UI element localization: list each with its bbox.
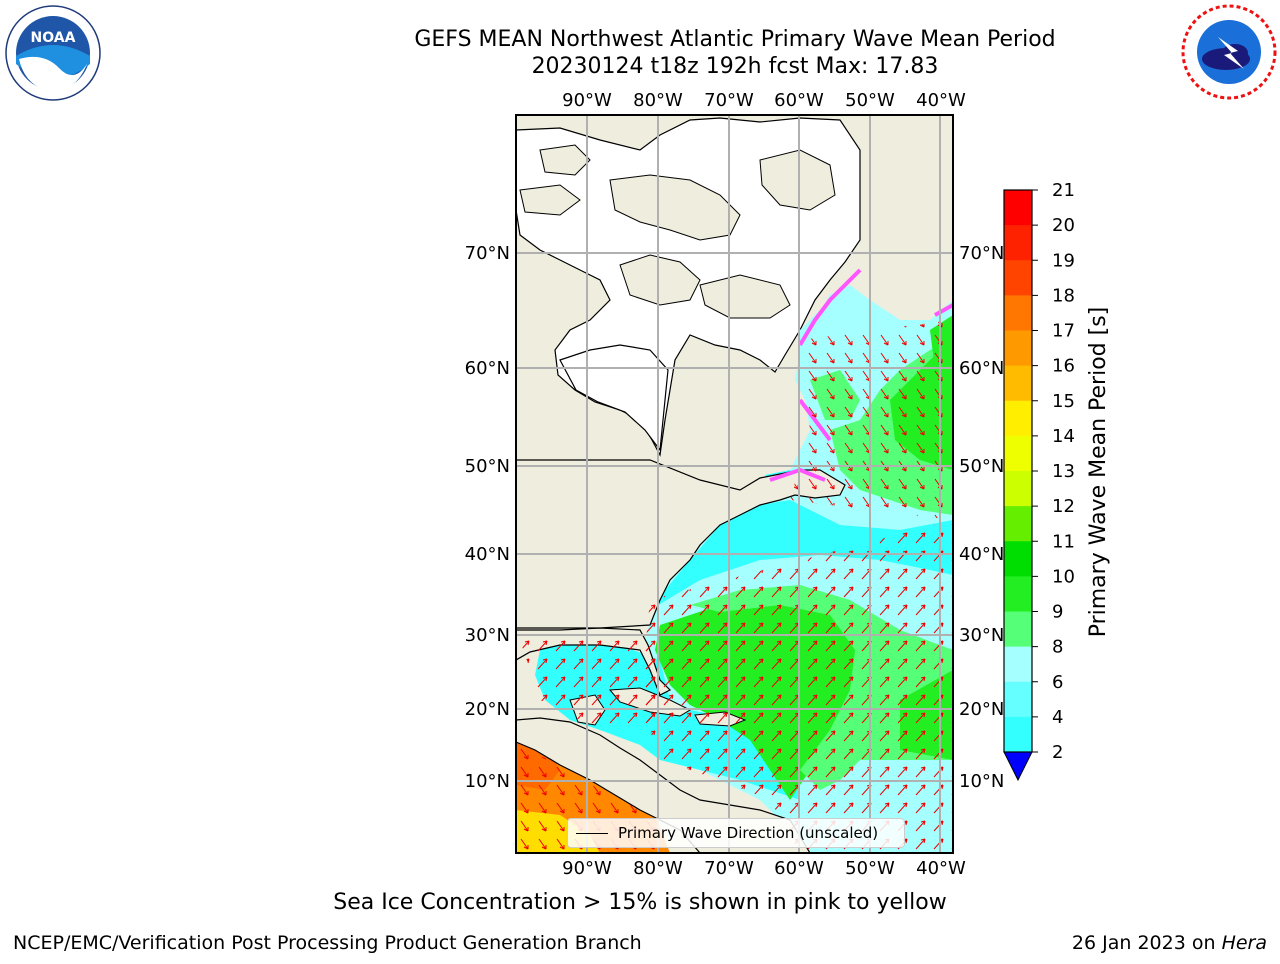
lat-label-left: 50°N (465, 456, 510, 477)
lat-label-right: 60°N (959, 358, 1004, 379)
colorbar-segment (1004, 611, 1032, 648)
colorbar-segment (1004, 506, 1032, 542)
colorbar-under-triangle (1003, 751, 1033, 782)
colorbar-tick-label: 18 (1052, 285, 1075, 306)
colorbar-tick-label: 20 (1052, 215, 1075, 236)
colorbar-segment (1004, 541, 1032, 577)
legend-label: Primary Wave Direction (unscaled) (618, 824, 879, 842)
credit-right: 26 Jan 2023 on Hera (1072, 932, 1267, 954)
colorbar-segment (1004, 295, 1032, 331)
colorbar-segment (1004, 435, 1032, 472)
lon-label-top: 90°W (562, 90, 612, 111)
chart-subtitle: 20230124 t18z 192h fcst Max: 17.83 (531, 54, 939, 79)
colorbar-segment (1004, 400, 1032, 437)
colorbar-tick-label: 14 (1052, 426, 1075, 447)
colorbar-tick-label: 4 (1052, 707, 1063, 728)
wave-direction-arrows-north (790, 320, 953, 520)
colorbar-tick-label: 2 (1052, 742, 1063, 763)
lat-label-right: 40°N (959, 544, 1004, 565)
lon-label-bottom: 50°W (845, 858, 895, 879)
lon-label-bottom: 40°W (916, 858, 966, 879)
legend-line-swatch (576, 832, 608, 834)
map-legend: Primary Wave Direction (unscaled) (567, 818, 905, 848)
lon-label-top: 50°W (845, 90, 895, 111)
lon-label-bottom: 60°W (774, 858, 824, 879)
lon-label-top: 40°W (916, 90, 966, 111)
colorbar-tick-label: 12 (1052, 496, 1075, 517)
colorbar-segment (1004, 260, 1032, 296)
colorbar-segment (1004, 681, 1032, 718)
noaa-logo-text: NOAA (31, 30, 76, 46)
lon-label-top: 80°W (633, 90, 683, 111)
colorbar-segment (1004, 716, 1032, 753)
lat-label-left: 40°N (465, 544, 510, 565)
wave-direction-arrows-caribbean (520, 640, 660, 730)
colorbar-segment (1004, 646, 1032, 683)
colorbar-tick-label: 8 (1052, 637, 1063, 658)
lon-label-top: 70°W (704, 90, 754, 111)
lat-label-left: 20°N (465, 699, 510, 720)
lon-label-top: 60°W (774, 90, 824, 111)
colorbar-segment (1004, 576, 1032, 612)
colorbar-segment (1004, 471, 1032, 507)
colorbar-tick-label: 16 (1052, 356, 1075, 377)
colorbar-tick-label: 19 (1052, 250, 1075, 271)
colorbar-segment (1004, 330, 1032, 367)
nws-logo (1181, 4, 1277, 100)
map-content (516, 115, 953, 853)
lat-label-left: 70°N (465, 243, 510, 264)
lon-label-bottom: 90°W (562, 858, 612, 879)
lat-label-left: 10°N (465, 771, 510, 792)
credit-host: Hera (1221, 932, 1267, 954)
colorbar-tick-label: 15 (1052, 391, 1075, 412)
sea-ice-note: Sea Ice Concentration > 15% is shown in … (333, 890, 947, 915)
colorbar-tick-label: 6 (1052, 672, 1063, 693)
colorbar-tick-label: 10 (1052, 566, 1075, 587)
colorbar-segment (1004, 365, 1032, 402)
colorbar-segment (1004, 225, 1032, 261)
colorbar-tick-label: 9 (1052, 602, 1063, 623)
lat-label-right: 30°N (959, 625, 1004, 646)
lat-label-right: 50°N (959, 456, 1004, 477)
map-frame (515, 114, 954, 854)
lat-label-left: 30°N (465, 625, 510, 646)
lat-label-right: 70°N (959, 243, 1004, 264)
chart-title: GEFS MEAN Northwest Atlantic Primary Wav… (414, 27, 1056, 52)
map-gridlines (516, 115, 953, 853)
lat-label-right: 10°N (959, 771, 1004, 792)
colorbar-tick-label: 11 (1052, 531, 1075, 552)
colorbar-segment (1004, 190, 1032, 226)
colorbar: 21 20 19 18 17 16 15 14 13 12 11 10 9 8 6 4 2 (1003, 180, 1075, 782)
colorbar-title: Primary Wave Mean Period [s] (1086, 307, 1111, 638)
colorbar-tick-label: 13 (1052, 461, 1075, 482)
credit-date: 26 Jan 2023 on (1071, 932, 1216, 954)
credit-left: NCEP/EMC/Verification Post Processing Pr… (13, 932, 642, 954)
noaa-logo: NOAA (5, 5, 101, 101)
lat-label-left: 60°N (465, 358, 510, 379)
wave-direction-arrows (640, 520, 953, 853)
lon-label-bottom: 70°W (704, 858, 754, 879)
colorbar-tick-label: 21 (1052, 180, 1075, 201)
lat-label-right: 20°N (959, 699, 1004, 720)
colorbar-tick-label: 17 (1052, 321, 1075, 342)
lon-label-bottom: 80°W (633, 858, 683, 879)
